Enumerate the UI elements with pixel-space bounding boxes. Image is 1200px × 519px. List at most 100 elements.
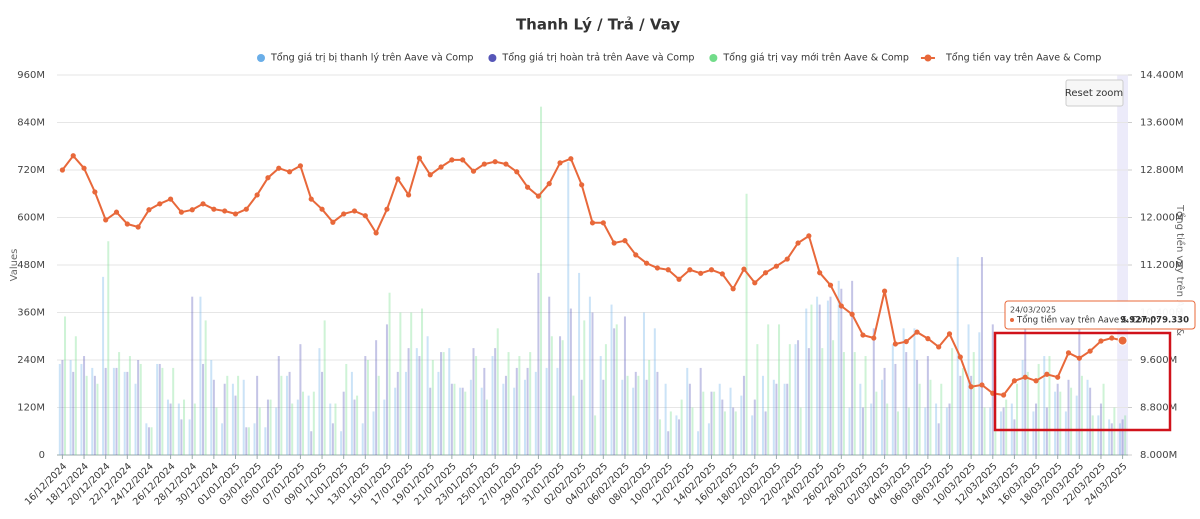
bar [1089,387,1092,455]
bar [199,296,202,455]
line-point [579,182,585,188]
bar [945,407,948,455]
bar [115,367,118,455]
line-point [600,220,606,226]
bar [245,427,248,455]
bar [967,324,970,455]
tooltip-label: Tổng tiền vay trên Aave & Comp: [1016,315,1159,326]
line-point [1033,378,1039,384]
bar [599,356,602,455]
bar [237,375,240,455]
bar [675,415,678,455]
bar [302,391,305,455]
bar [483,367,486,455]
bar [697,431,700,455]
bar [732,407,735,455]
reset-zoom-label[interactable]: Reset zoom [1065,88,1123,99]
line-point [773,263,780,269]
bar [788,344,791,455]
bar [491,356,494,455]
y2-tick-label: 12.000M [1140,213,1184,224]
bar [591,312,594,455]
bar [848,407,851,455]
bar [139,363,142,455]
reset-zoom-button[interactable] [1065,79,1124,107]
bar [699,367,702,455]
bar [718,383,721,455]
bar [816,296,819,455]
y2-tick-label: 13.600M [1140,118,1184,129]
bar [826,300,829,455]
line-point [167,196,174,202]
y-tick-label: 120M [17,403,45,414]
bar [761,375,764,455]
bar [172,367,175,455]
bar [680,399,683,455]
bar [223,383,226,455]
bar [723,411,726,455]
bar [504,375,507,455]
bar [559,336,562,455]
legend-label: Tổng giá trị hoàn trả trên Aave và Comp [501,53,694,64]
bar [875,391,878,455]
bar [356,395,359,455]
bar [221,423,224,455]
bar [859,383,862,455]
bar [978,332,981,455]
bar [253,423,256,455]
bar [334,403,337,455]
legend-marker [924,54,932,62]
bar [183,399,186,455]
bar [448,348,451,455]
bar [970,375,973,455]
bar [751,415,754,455]
bar [569,308,572,455]
bar [940,383,943,455]
bar [394,387,397,455]
bar [959,375,962,455]
bar [894,363,897,455]
line-point [362,213,368,219]
bar [588,296,591,455]
bar [935,403,938,455]
bar [496,328,499,455]
line-point [752,280,758,286]
bar [753,399,756,455]
bar [74,336,77,455]
bar [642,312,645,455]
line-point [643,260,650,266]
bar [837,280,840,455]
bar [691,407,694,455]
bar [545,367,548,455]
bar [710,391,713,455]
bar [518,356,521,455]
bar [383,399,386,455]
bar [231,383,234,455]
bar [870,403,873,455]
bar [653,328,656,455]
line-point [178,209,185,215]
bar [926,356,929,455]
bar [247,427,250,455]
bar [93,375,96,455]
bar [745,193,748,455]
tooltip-box [1004,300,1196,330]
bar [234,395,237,455]
bar [340,431,343,455]
bar [907,407,910,455]
line-point [557,160,563,166]
bar [331,423,334,455]
y-tick-label: 840M [17,118,45,129]
bar [361,423,364,455]
bar [621,379,624,455]
line-point [222,208,228,214]
bar [645,379,648,455]
bar [83,356,86,455]
line-point [308,196,314,202]
bar [375,340,378,455]
line-point [492,159,498,165]
bar [440,352,443,455]
bar [1070,387,1073,455]
line-point [827,282,834,288]
line-point [200,201,206,207]
